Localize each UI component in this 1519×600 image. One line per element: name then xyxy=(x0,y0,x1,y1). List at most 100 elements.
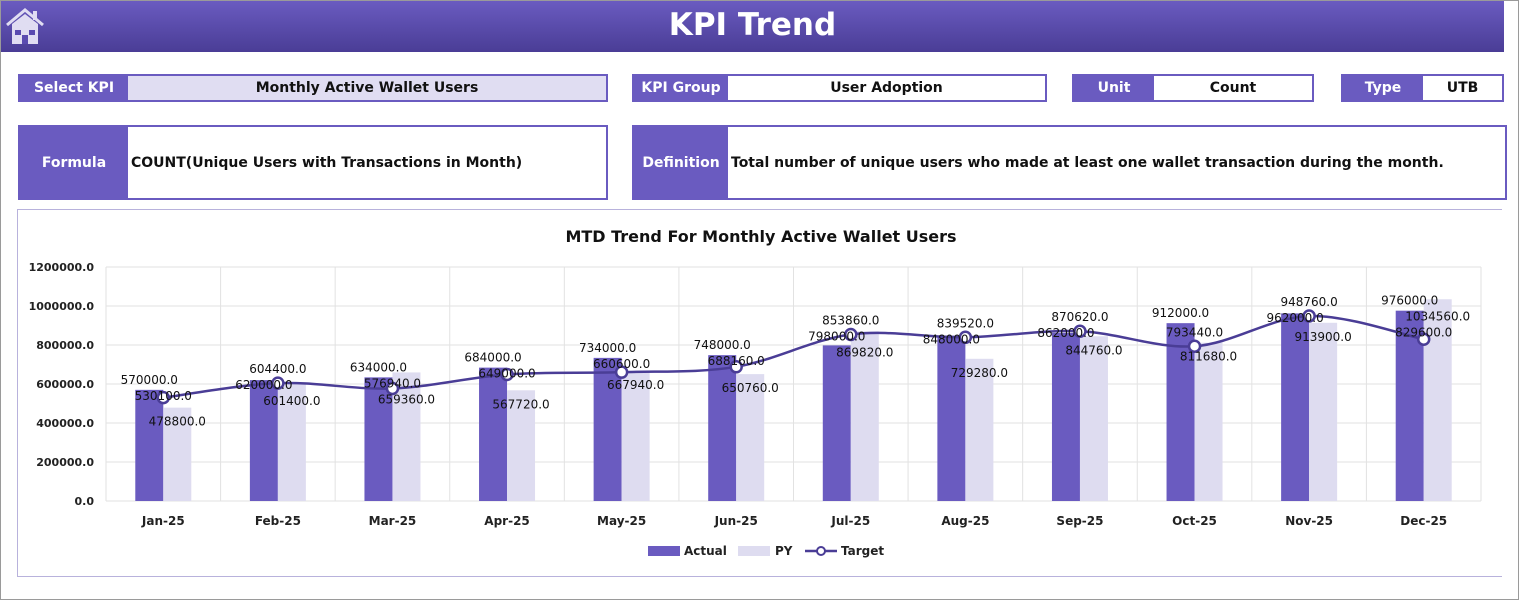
py-data-label: 650760.0 xyxy=(722,381,779,395)
py-bar xyxy=(736,374,765,501)
actual-bar xyxy=(135,389,164,501)
target-data-label: 853860.0 xyxy=(822,313,879,327)
unit-field: Unit Count xyxy=(1072,74,1314,102)
py-bar xyxy=(163,407,192,501)
actual-data-label: 570000.0 xyxy=(121,373,178,387)
py-bar xyxy=(965,358,994,501)
py-data-label: 478800.0 xyxy=(149,415,206,429)
target-point xyxy=(156,390,171,405)
py-data-label: 844760.0 xyxy=(1065,343,1122,357)
definition-field: Definition Total number of unique users … xyxy=(632,125,1507,200)
target-point xyxy=(385,381,400,396)
target-data-label: 604400.0 xyxy=(249,362,306,376)
y-tick-label: 1000000.0 xyxy=(29,300,95,313)
type-field: Type UTB xyxy=(1341,74,1504,102)
x-tick-label: Apr-25 xyxy=(484,514,529,528)
header-bar: KPI Trend xyxy=(1,1,1504,52)
target-point xyxy=(271,376,285,390)
target-point xyxy=(844,327,858,342)
target-line xyxy=(163,314,1424,399)
py-data-label: 1034560.0 xyxy=(1405,310,1470,324)
py-bar xyxy=(1423,299,1452,501)
x-tick-label: Oct-25 xyxy=(1172,514,1217,528)
py-data-label: 869820.0 xyxy=(836,345,893,359)
kpi-group-field: KPI Group User Adoption xyxy=(632,74,1047,102)
x-tick-label: Jul-25 xyxy=(830,514,870,528)
type-label: Type xyxy=(1343,76,1423,100)
target-data-label: 793440.0 xyxy=(1166,325,1223,339)
definition-label: Definition xyxy=(634,127,728,198)
y-tick-label: 0.0 xyxy=(75,495,95,508)
unit-label: Unit xyxy=(1074,76,1154,100)
y-tick-label: 800000.0 xyxy=(36,339,94,352)
legend-target-label: Target xyxy=(841,544,884,558)
actual-data-label: 734000.0 xyxy=(579,341,636,355)
legend-py-label: PY xyxy=(775,544,793,558)
target-point xyxy=(729,360,743,374)
py-bar xyxy=(850,331,879,501)
py-bar xyxy=(507,390,536,501)
py-data-label: 659360.0 xyxy=(378,392,435,406)
actual-data-label: 862000.0 xyxy=(1037,326,1094,340)
actual-bar xyxy=(479,367,508,501)
actual-data-label: 962000.0 xyxy=(1266,311,1323,325)
legend-actual-swatch xyxy=(648,546,680,556)
py-bar xyxy=(1079,336,1108,501)
target-point xyxy=(958,330,973,345)
type-value: UTB xyxy=(1423,76,1502,100)
actual-data-label: 620000.0 xyxy=(235,378,292,392)
target-data-label: 576940.0 xyxy=(364,376,421,390)
legend-py-swatch xyxy=(738,546,770,556)
legend-actual-label: Actual xyxy=(684,544,727,558)
py-bar xyxy=(392,372,421,501)
target-data-label: 649000.0 xyxy=(478,367,535,381)
target-point xyxy=(1073,324,1087,338)
target-point xyxy=(1416,332,1431,346)
actual-bar xyxy=(1281,313,1310,501)
formula-field: Formula COUNT(Unique Users with Transact… xyxy=(18,125,608,200)
definition-value: Total number of unique users who made at… xyxy=(728,127,1505,198)
actual-bar xyxy=(708,355,737,501)
py-data-label: 567720.0 xyxy=(492,397,549,411)
py-data-label: 667940.0 xyxy=(607,378,664,392)
chart-container: MTD Trend For Monthly Active Wallet User… xyxy=(17,209,1502,577)
actual-data-label: 684000.0 xyxy=(464,351,521,365)
target-data-label: 839520.0 xyxy=(937,316,994,330)
actual-data-label: 798000.0 xyxy=(808,329,865,343)
target-point xyxy=(1187,339,1202,354)
actual-bar xyxy=(249,380,278,501)
actual-bar xyxy=(822,345,851,501)
actual-bar xyxy=(1166,323,1195,501)
x-tick-label: Sep-25 xyxy=(1056,514,1103,528)
py-bar xyxy=(1309,322,1338,501)
x-tick-label: Jun-25 xyxy=(714,514,758,528)
x-tick-label: Aug-25 xyxy=(941,514,989,528)
formula-value: COUNT(Unique Users with Transactions in … xyxy=(128,127,606,198)
x-tick-label: Dec-25 xyxy=(1400,514,1447,528)
select-kpi-dropdown[interactable]: Monthly Active Wallet Users xyxy=(128,76,606,100)
select-kpi-field[interactable]: Select KPI Monthly Active Wallet Users xyxy=(18,74,608,102)
actual-bar xyxy=(1051,332,1080,501)
select-kpi-label: Select KPI xyxy=(20,76,128,100)
target-data-label: 829600.0 xyxy=(1395,326,1452,340)
py-data-label: 811680.0 xyxy=(1180,350,1237,364)
target-data-label: 660600.0 xyxy=(593,357,650,371)
y-tick-label: 1200000.0 xyxy=(29,261,95,274)
actual-data-label: 748000.0 xyxy=(694,338,751,352)
actual-bar xyxy=(593,357,622,501)
py-bar xyxy=(621,370,650,501)
target-data-label: 688160.0 xyxy=(708,354,765,368)
target-data-label: 870620.0 xyxy=(1051,310,1108,324)
actual-bar xyxy=(364,377,393,501)
page-title: KPI Trend xyxy=(668,7,837,43)
target-data-label: 530100.0 xyxy=(135,389,192,403)
formula-label: Formula xyxy=(20,127,128,198)
unit-value: Count xyxy=(1154,76,1312,100)
chart-title: MTD Trend For Monthly Active Wallet User… xyxy=(565,227,956,246)
target-point xyxy=(500,367,514,382)
py-data-label: 729280.0 xyxy=(951,366,1008,380)
x-tick-label: Feb-25 xyxy=(255,514,301,528)
home-icon[interactable] xyxy=(5,7,45,45)
target-data-label: 948760.0 xyxy=(1280,295,1337,309)
mtd-trend-chart: MTD Trend For Monthly Active Wallet User… xyxy=(29,227,1482,558)
